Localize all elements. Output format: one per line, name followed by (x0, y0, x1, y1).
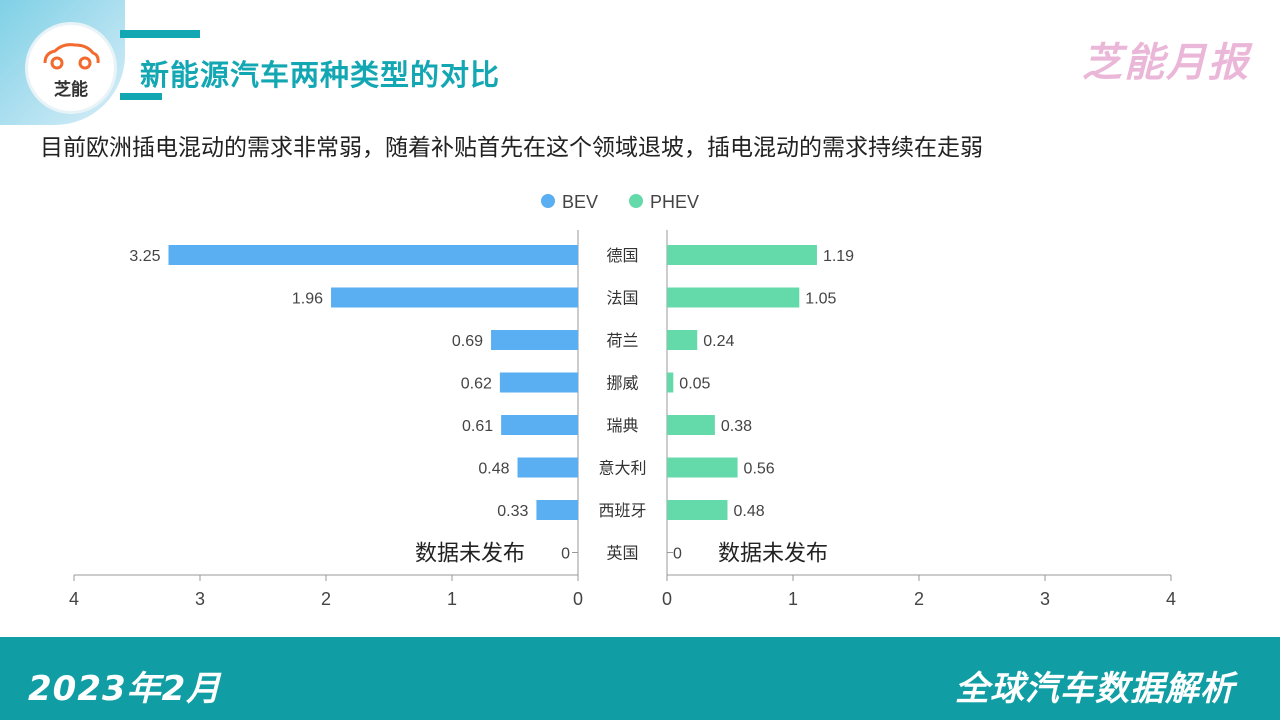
x-tick-label-right: 1 (788, 589, 798, 609)
data-label-bev: 0.62 (461, 376, 492, 393)
bar-phev (667, 372, 674, 393)
footer-date: 2023年2月 (28, 669, 222, 709)
data-label-bev: 0.61 (462, 418, 493, 435)
brand-logo: 芝能月报 (1082, 40, 1250, 86)
footer-caption: 全球汽车数据解析 (955, 669, 1235, 709)
data-label-bev: 3.25 (129, 248, 160, 265)
data-label-phev: 0.05 (679, 376, 710, 393)
bar-phev (667, 330, 698, 350)
category-label: 法国 (606, 289, 638, 308)
x-tick-label-right: 0 (662, 589, 672, 609)
title-accent-bar (120, 93, 162, 100)
x-tick-label-left: 1 (447, 589, 457, 609)
logo-text: 芝能 (54, 80, 88, 100)
annotation-phev: 数据未发布 (718, 542, 828, 567)
footer-bar: 2023年2月 全球汽车数据解析 (0, 637, 1280, 720)
bar-bev (331, 287, 578, 308)
data-label-bev: 0.48 (478, 461, 509, 478)
data-label-bev: 0 (561, 546, 570, 563)
bar-bev (491, 330, 578, 350)
x-tick-label-left: 3 (195, 589, 205, 609)
category-label: 挪威 (606, 374, 638, 393)
data-label-phev: 0.24 (703, 333, 734, 350)
data-label-phev: 0.38 (721, 418, 752, 435)
x-tick-label-left: 2 (321, 589, 331, 609)
logo: 芝能 (25, 22, 117, 114)
butterfly-bar-chart: BEV PHEV 0 0 1 1 2 2 3 3 4 4 德国 3.25 1.19 法国 1.96 1.05 荷兰 0… (69, 192, 1176, 609)
data-label-bev: 1.96 (292, 291, 323, 308)
bar-bev (517, 457, 578, 478)
x-tick-label-left: 4 (69, 589, 79, 609)
car-icon (43, 43, 100, 70)
data-label-phev: 1.05 (805, 291, 836, 308)
data-label-bev: 0.69 (452, 333, 483, 350)
bar-phev (667, 457, 738, 478)
bar-phev (667, 287, 800, 308)
category-label: 西班牙 (598, 501, 646, 520)
x-tick-label-right: 2 (914, 589, 924, 609)
bar-bev (499, 372, 578, 393)
legend-label: BEV (562, 192, 598, 212)
x-tick-label-right: 3 (1040, 589, 1050, 609)
category-label: 荷兰 (606, 331, 638, 350)
category-label: 瑞典 (606, 416, 638, 435)
title-accent-bar (120, 30, 200, 38)
data-label-phev: 1.19 (823, 248, 854, 265)
data-label-phev: 0 (673, 546, 682, 563)
bar-phev (667, 245, 817, 265)
bar-bev (501, 415, 578, 435)
bar-bev (536, 500, 578, 520)
data-label-bev: 0.33 (497, 503, 528, 520)
bar-phev (667, 415, 715, 435)
category-label: 意大利 (598, 459, 646, 478)
x-tick-label-left: 0 (573, 589, 583, 609)
bar-phev (667, 500, 728, 520)
bar-bev (168, 245, 578, 265)
page-title: 新能源汽车两种类型的对比 (140, 58, 501, 92)
x-tick-label-right: 4 (1166, 589, 1176, 609)
category-label: 德国 (606, 246, 638, 265)
data-label-phev: 0.48 (733, 503, 764, 520)
category-label: 英国 (606, 544, 638, 563)
annotation-bev: 数据未发布 (415, 542, 525, 567)
data-label-phev: 0.56 (744, 461, 775, 478)
legend-swatch (541, 194, 555, 208)
page-subtitle: 目前欧洲插电混动的需求非常弱，随着补贴首先在这个领域退坡，插电混动的需求持续在走… (40, 135, 983, 161)
legend-label: PHEV (650, 192, 699, 212)
legend-swatch (629, 194, 643, 208)
